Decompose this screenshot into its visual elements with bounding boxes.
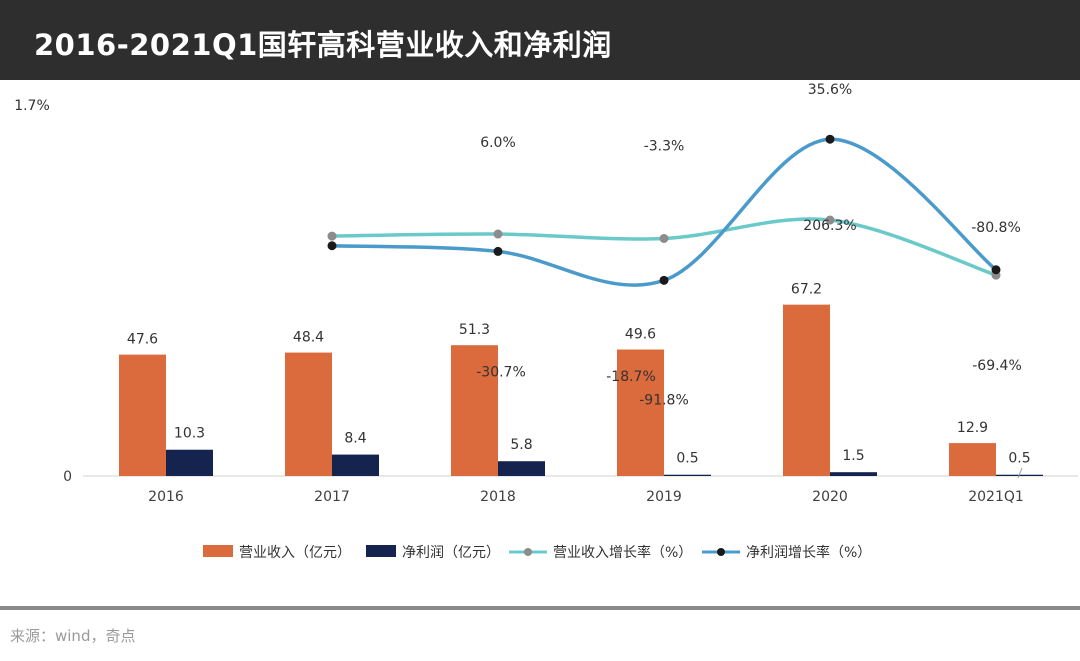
revenue-bar-2016 [119,354,166,476]
profit-growth-label-2017: -18.7% [606,369,656,385]
x-tick-2020: 2020 [812,489,848,505]
legend-marker-2 [524,548,532,556]
legend-label-3: 净利润增长率（%） [746,544,871,561]
revenue-label-2020: 67.2 [791,282,822,298]
profit-bar-2017 [332,454,379,476]
lines-layer [327,134,1001,287]
profit-growth-label-2018: -30.7% [476,364,526,380]
profit-label-2019: 0.5 [676,451,698,467]
profit-growth-marker-2018 [493,246,503,256]
profit-bar-2018 [498,461,545,476]
x-tick-2019: 2019 [646,489,682,505]
profit-bar-2016 [166,449,213,476]
revenue-growth-label-2019: -3.3% [644,138,685,154]
profit-growth-marker-2017 [327,241,337,251]
profit-growth-label-2019: -91.8% [639,392,689,408]
legend: 营业收入（亿元） 净利润（亿元） 营业收入增长率（%） 净利润增长率（%） [203,544,871,561]
revenue-bar-2017 [285,352,332,476]
profit-growth-marker-2019 [659,275,669,285]
profit-label-2021Q1: 0.5 [1008,451,1030,467]
page-title: 2016-2021Q1国轩高科营业收入和净利润 [34,28,612,62]
profit-label-2017: 8.4 [344,431,366,447]
profit-bar-2020 [830,472,877,476]
revenue-label-2016: 47.6 [127,332,158,348]
profit-label-leader [1017,467,1023,479]
profit-label-2020: 1.5 [842,448,864,464]
bottom-rule [0,606,1080,610]
legend-marker-3 [717,548,725,556]
legend-label-0: 营业收入（亿元） [239,545,351,561]
x-tick-2018: 2018 [480,489,516,505]
revenue-label-2019: 49.6 [625,327,656,343]
revenue-bar-2020 [783,304,830,476]
labels-layer: 47.6 10.3 48.4 8.4 51.3 5.8 49.6 0.5 67.2 1.5 12.9… [14,82,1031,479]
profit-growth-label-2020: 206.3% [803,218,856,234]
profit-growth-marker-2021Q1 [991,265,1001,275]
revenue-growth-marker-2017 [327,231,337,241]
x-tick-2016: 2016 [148,489,184,505]
revenue-bar-2019 [617,349,664,476]
y-tick-zero: 0 [63,469,72,485]
revenue-growth-marker-2018 [493,229,503,239]
revenue-label-2021Q1: 12.9 [957,420,988,436]
revenue-growth-marker-2019 [659,233,669,243]
x-tick-2017: 2017 [314,489,350,505]
profit-growth-label-2021Q1: -69.4% [972,358,1022,374]
revenue-growth-label-2018: 6.0% [480,135,516,151]
revenue-growth-label-2021Q1: -80.8% [971,220,1021,236]
legend-swatch-0 [203,545,233,557]
revenue-profit-chart: 0 47.6 10.3 48.4 8.4 51.3 5.8 49.6 0.5 67.2 1.5 12… [14,82,1078,561]
revenue-bar-2021Q1 [949,443,996,476]
profit-label-2016: 10.3 [174,426,205,442]
legend-label-2: 营业收入增长率（%） [553,544,692,561]
legend-label-1: 净利润（亿元） [402,545,500,561]
revenue-bar-2018 [451,345,498,476]
revenue-label-2017: 48.4 [293,330,324,346]
legend-swatch-1 [366,545,396,557]
source-note: 来源：wind，奇点 [10,627,136,645]
revenue-growth-label-2017: 1.7% [14,98,50,114]
revenue-growth-label-2020: 35.6% [808,82,852,98]
profit-growth-line [331,137,998,287]
profit-label-2018: 5.8 [510,437,532,453]
revenue-growth-marker-2020 [825,215,835,225]
x-ticks-layer: 2016 2017 2018 2019 2020 2021Q1 [148,489,1024,505]
x-tick-2021Q1: 2021Q1 [968,489,1024,505]
profit-bar-2019 [664,474,711,476]
profit-growth-marker-2020 [825,134,835,144]
revenue-label-2018: 51.3 [459,322,490,338]
title-bar: 2016-2021Q1国轩高科营业收入和净利润 [0,0,1080,80]
bars-layer [119,304,1043,476]
